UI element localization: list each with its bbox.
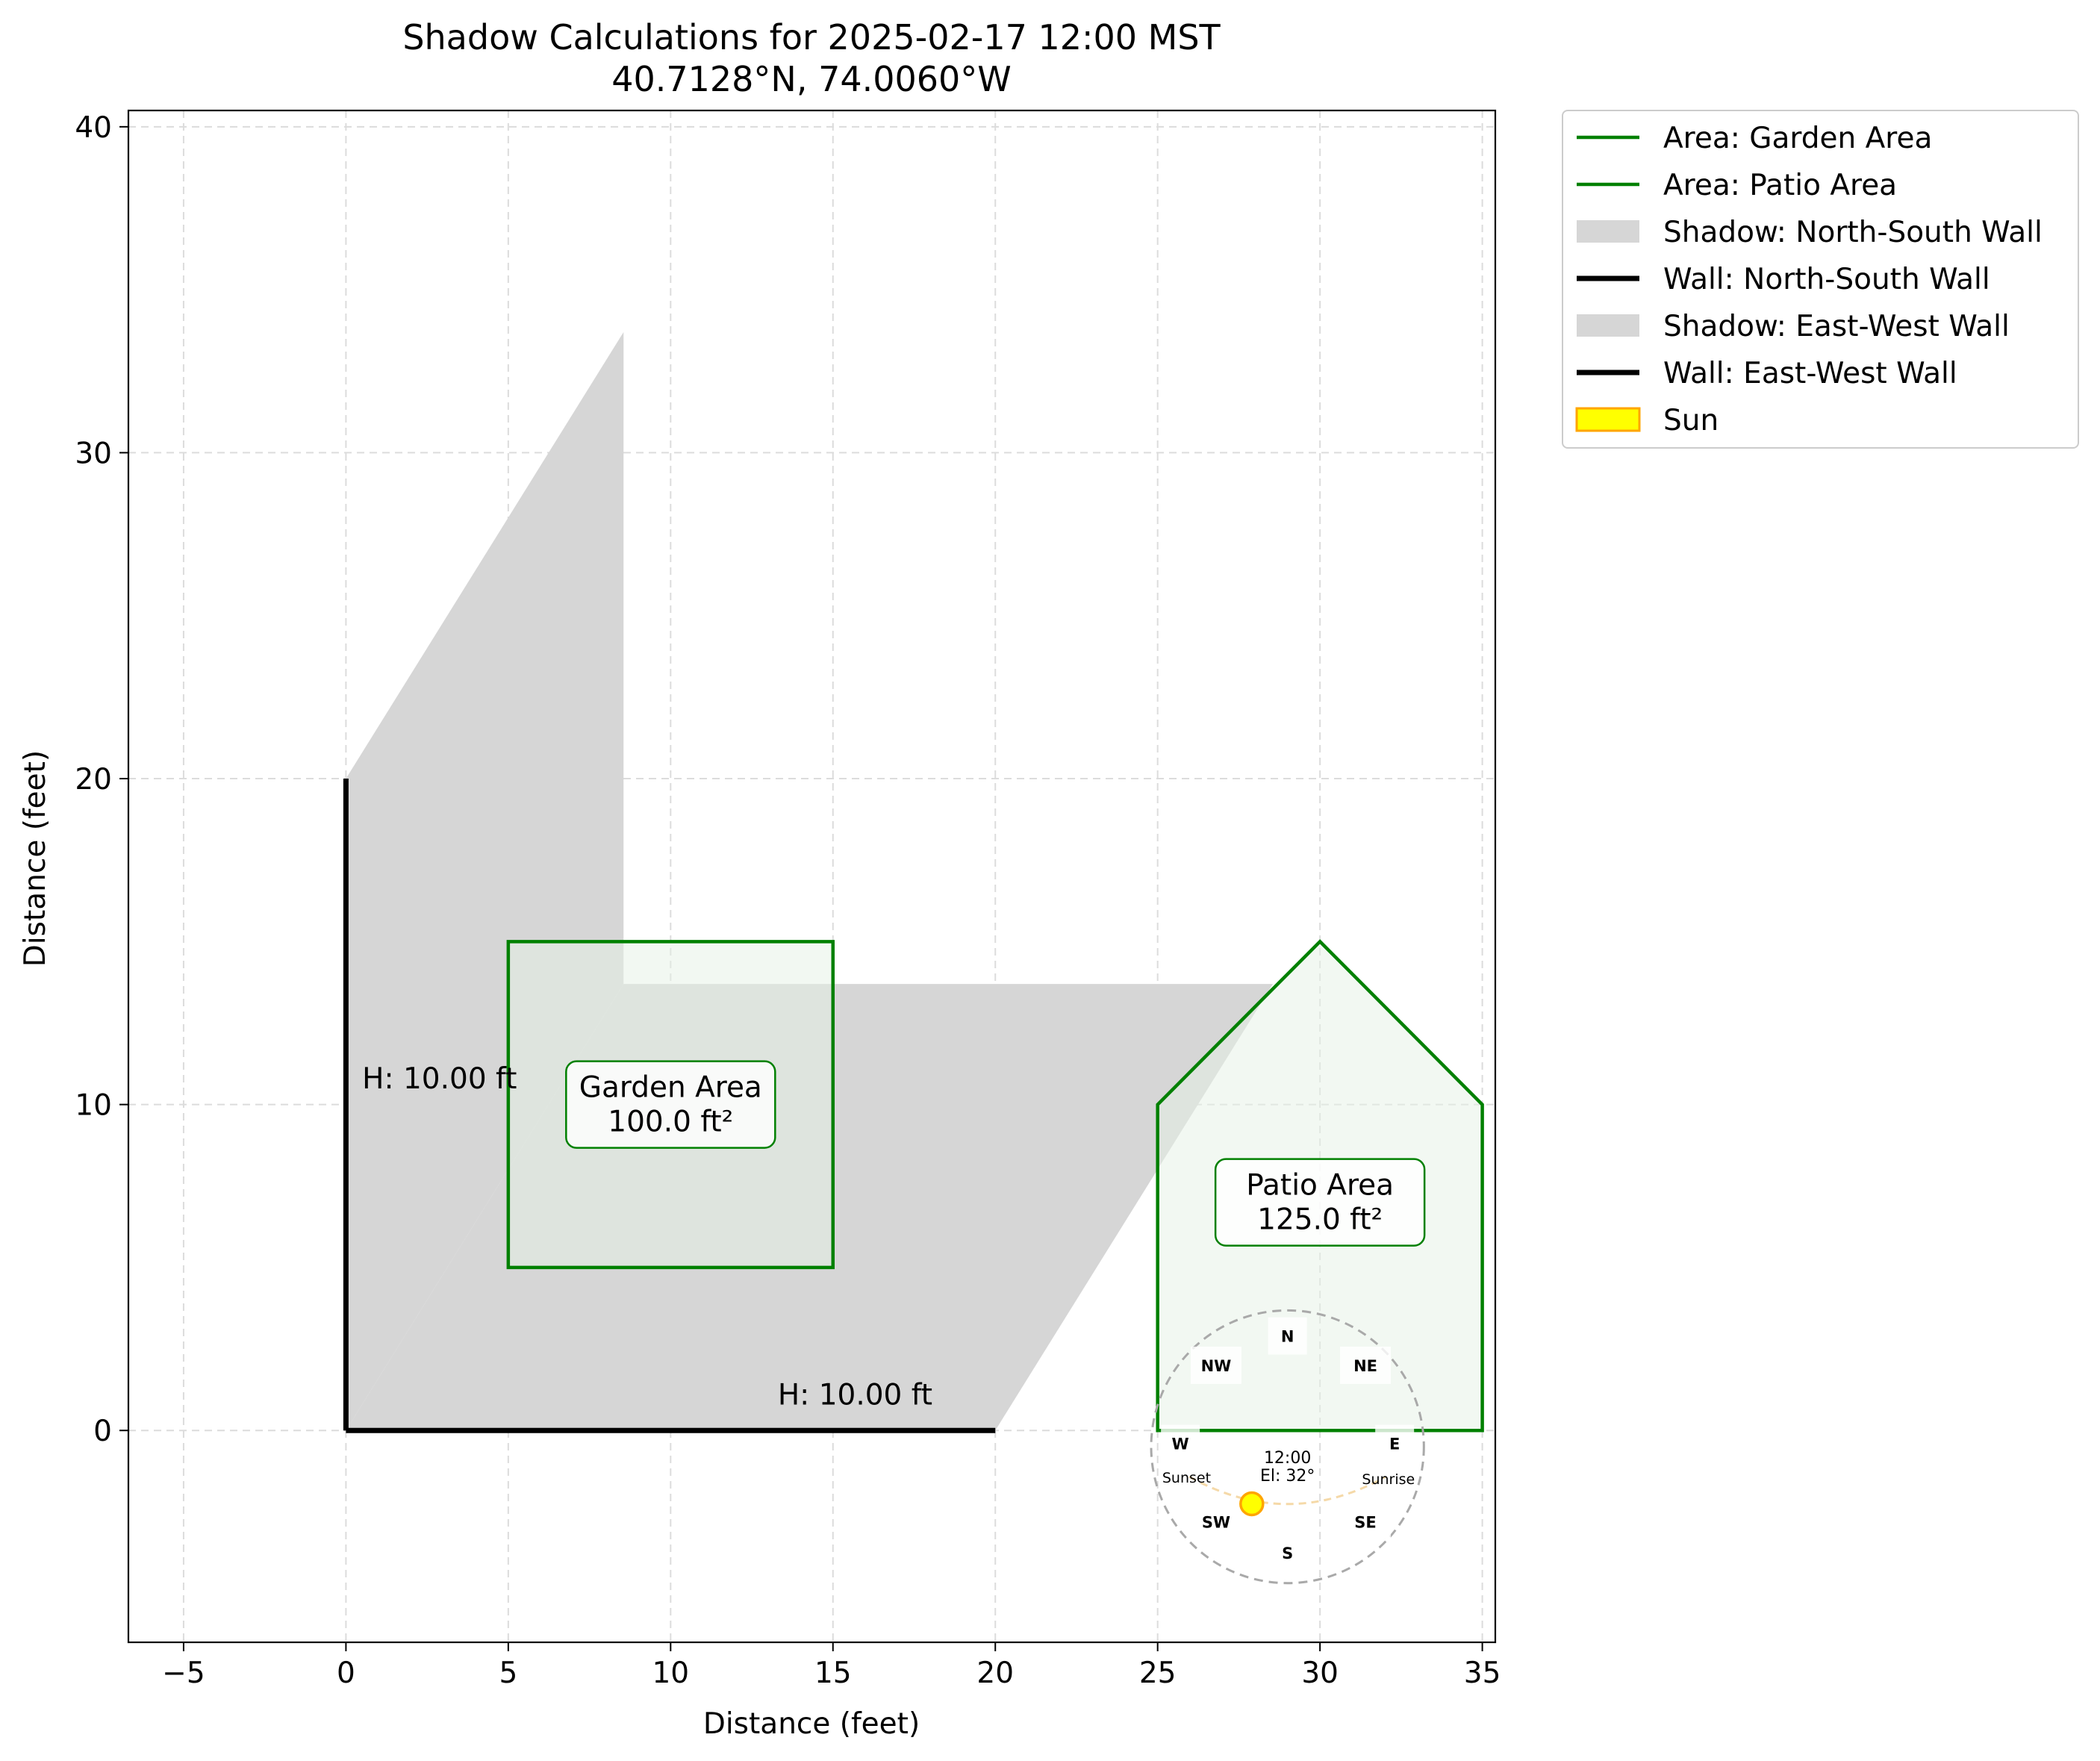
elevation-label: El: 32° bbox=[1260, 1467, 1315, 1486]
y-tick-label: 10 bbox=[75, 1089, 112, 1123]
compass-circle bbox=[1150, 1309, 1425, 1585]
legend-label: Wall: North-South Wall bbox=[1663, 263, 1990, 296]
compass-direction-box bbox=[1190, 1503, 1241, 1541]
x-tick-label: −5 bbox=[162, 1656, 205, 1690]
compass-direction-box bbox=[1190, 1346, 1241, 1384]
compass-direction-box bbox=[1375, 1424, 1415, 1462]
compass-direction-label: E bbox=[1389, 1436, 1400, 1453]
x-tick-label: 0 bbox=[337, 1656, 355, 1690]
y-tick-label: 40 bbox=[75, 111, 112, 145]
legend-swatch-patch bbox=[1577, 314, 1639, 337]
wall-height-label: H: 10.00 ft bbox=[778, 1378, 932, 1412]
compass-direction-box bbox=[1268, 1533, 1307, 1571]
x-tick-label: 5 bbox=[499, 1656, 517, 1690]
grid bbox=[128, 110, 1495, 1642]
compass-direction-box bbox=[1161, 1424, 1200, 1462]
sunset-label: Sunset bbox=[1162, 1470, 1211, 1486]
x-tick-label: 10 bbox=[652, 1656, 689, 1690]
compass-direction-box bbox=[1340, 1503, 1392, 1541]
legend-label: Shadow: East-West Wall bbox=[1663, 310, 2010, 343]
x-tick-label: 30 bbox=[1301, 1656, 1339, 1690]
compass-direction-label: SW bbox=[1202, 1513, 1230, 1531]
area-label-box bbox=[1214, 1158, 1426, 1247]
compass-direction-label: W bbox=[1172, 1436, 1189, 1453]
legend-label: Area: Patio Area bbox=[1663, 169, 1897, 202]
chart-title: Shadow Calculations for 2025-02-17 12:00… bbox=[402, 17, 1221, 57]
axis-ticks: −5 0 5 10 15 20 25 30 35 0 10 20 30 40 bbox=[75, 111, 1501, 1690]
wall-layer bbox=[343, 779, 996, 1433]
plot-frame bbox=[127, 109, 1497, 1644]
legend-frame bbox=[1562, 110, 2079, 449]
legend-swatch-patch bbox=[1577, 220, 1639, 243]
compass-direction-label: SE bbox=[1354, 1513, 1376, 1531]
sunrise-label: Sunrise bbox=[1362, 1471, 1415, 1488]
legend: Area: Garden Area Area: Patio Area Shadow:… bbox=[1562, 110, 2079, 449]
area-size-label: 100.0 ft² bbox=[608, 1106, 733, 1139]
area-label-box bbox=[565, 1060, 776, 1149]
area-name-label: Garden Area bbox=[579, 1071, 762, 1105]
compass-direction-box bbox=[1340, 1346, 1392, 1384]
y-tick-label: 20 bbox=[75, 763, 112, 797]
sun-marker bbox=[1239, 1491, 1265, 1517]
legend-label: Area: Garden Area bbox=[1663, 122, 1932, 155]
area-name-label: Patio Area bbox=[1246, 1169, 1394, 1203]
time-label: 12:00 bbox=[1264, 1449, 1311, 1468]
legend-items: Area: Garden Area Area: Patio Area Shadow:… bbox=[1575, 122, 2043, 437]
x-tick-label: 35 bbox=[1464, 1656, 1501, 1690]
x-axis-label: Distance (feet) bbox=[703, 1707, 920, 1741]
y-tick-label: 30 bbox=[75, 437, 112, 470]
x-tick-label: 20 bbox=[976, 1656, 1014, 1690]
area-size-label: 125.0 ft² bbox=[1257, 1203, 1383, 1237]
compass-direction-label: S bbox=[1282, 1545, 1293, 1562]
wall-height-label: H: 10.00 ft bbox=[362, 1062, 517, 1096]
compass-direction-label: NW bbox=[1201, 1357, 1232, 1375]
legend-label: Shadow: North-South Wall bbox=[1663, 216, 2043, 249]
y-tick-label: 0 bbox=[93, 1415, 112, 1448]
x-tick-label: 15 bbox=[814, 1656, 852, 1690]
legend-label: Wall: East-West Wall bbox=[1663, 357, 1957, 390]
compass-direction-label: NE bbox=[1353, 1357, 1377, 1375]
legend-label: Sun bbox=[1663, 404, 1719, 437]
legend-swatch-sun bbox=[1575, 407, 1641, 432]
chart-subtitle: 40.7128°N, 74.0060°W bbox=[611, 59, 1012, 99]
y-axis-label: Distance (feet) bbox=[19, 750, 52, 967]
x-tick-label: 25 bbox=[1139, 1656, 1177, 1690]
compass-direction-label: N bbox=[1281, 1328, 1294, 1346]
sun-path-arc bbox=[1188, 1475, 1386, 1506]
compass-direction-box bbox=[1268, 1317, 1307, 1355]
shadow-polygon bbox=[346, 331, 624, 1431]
